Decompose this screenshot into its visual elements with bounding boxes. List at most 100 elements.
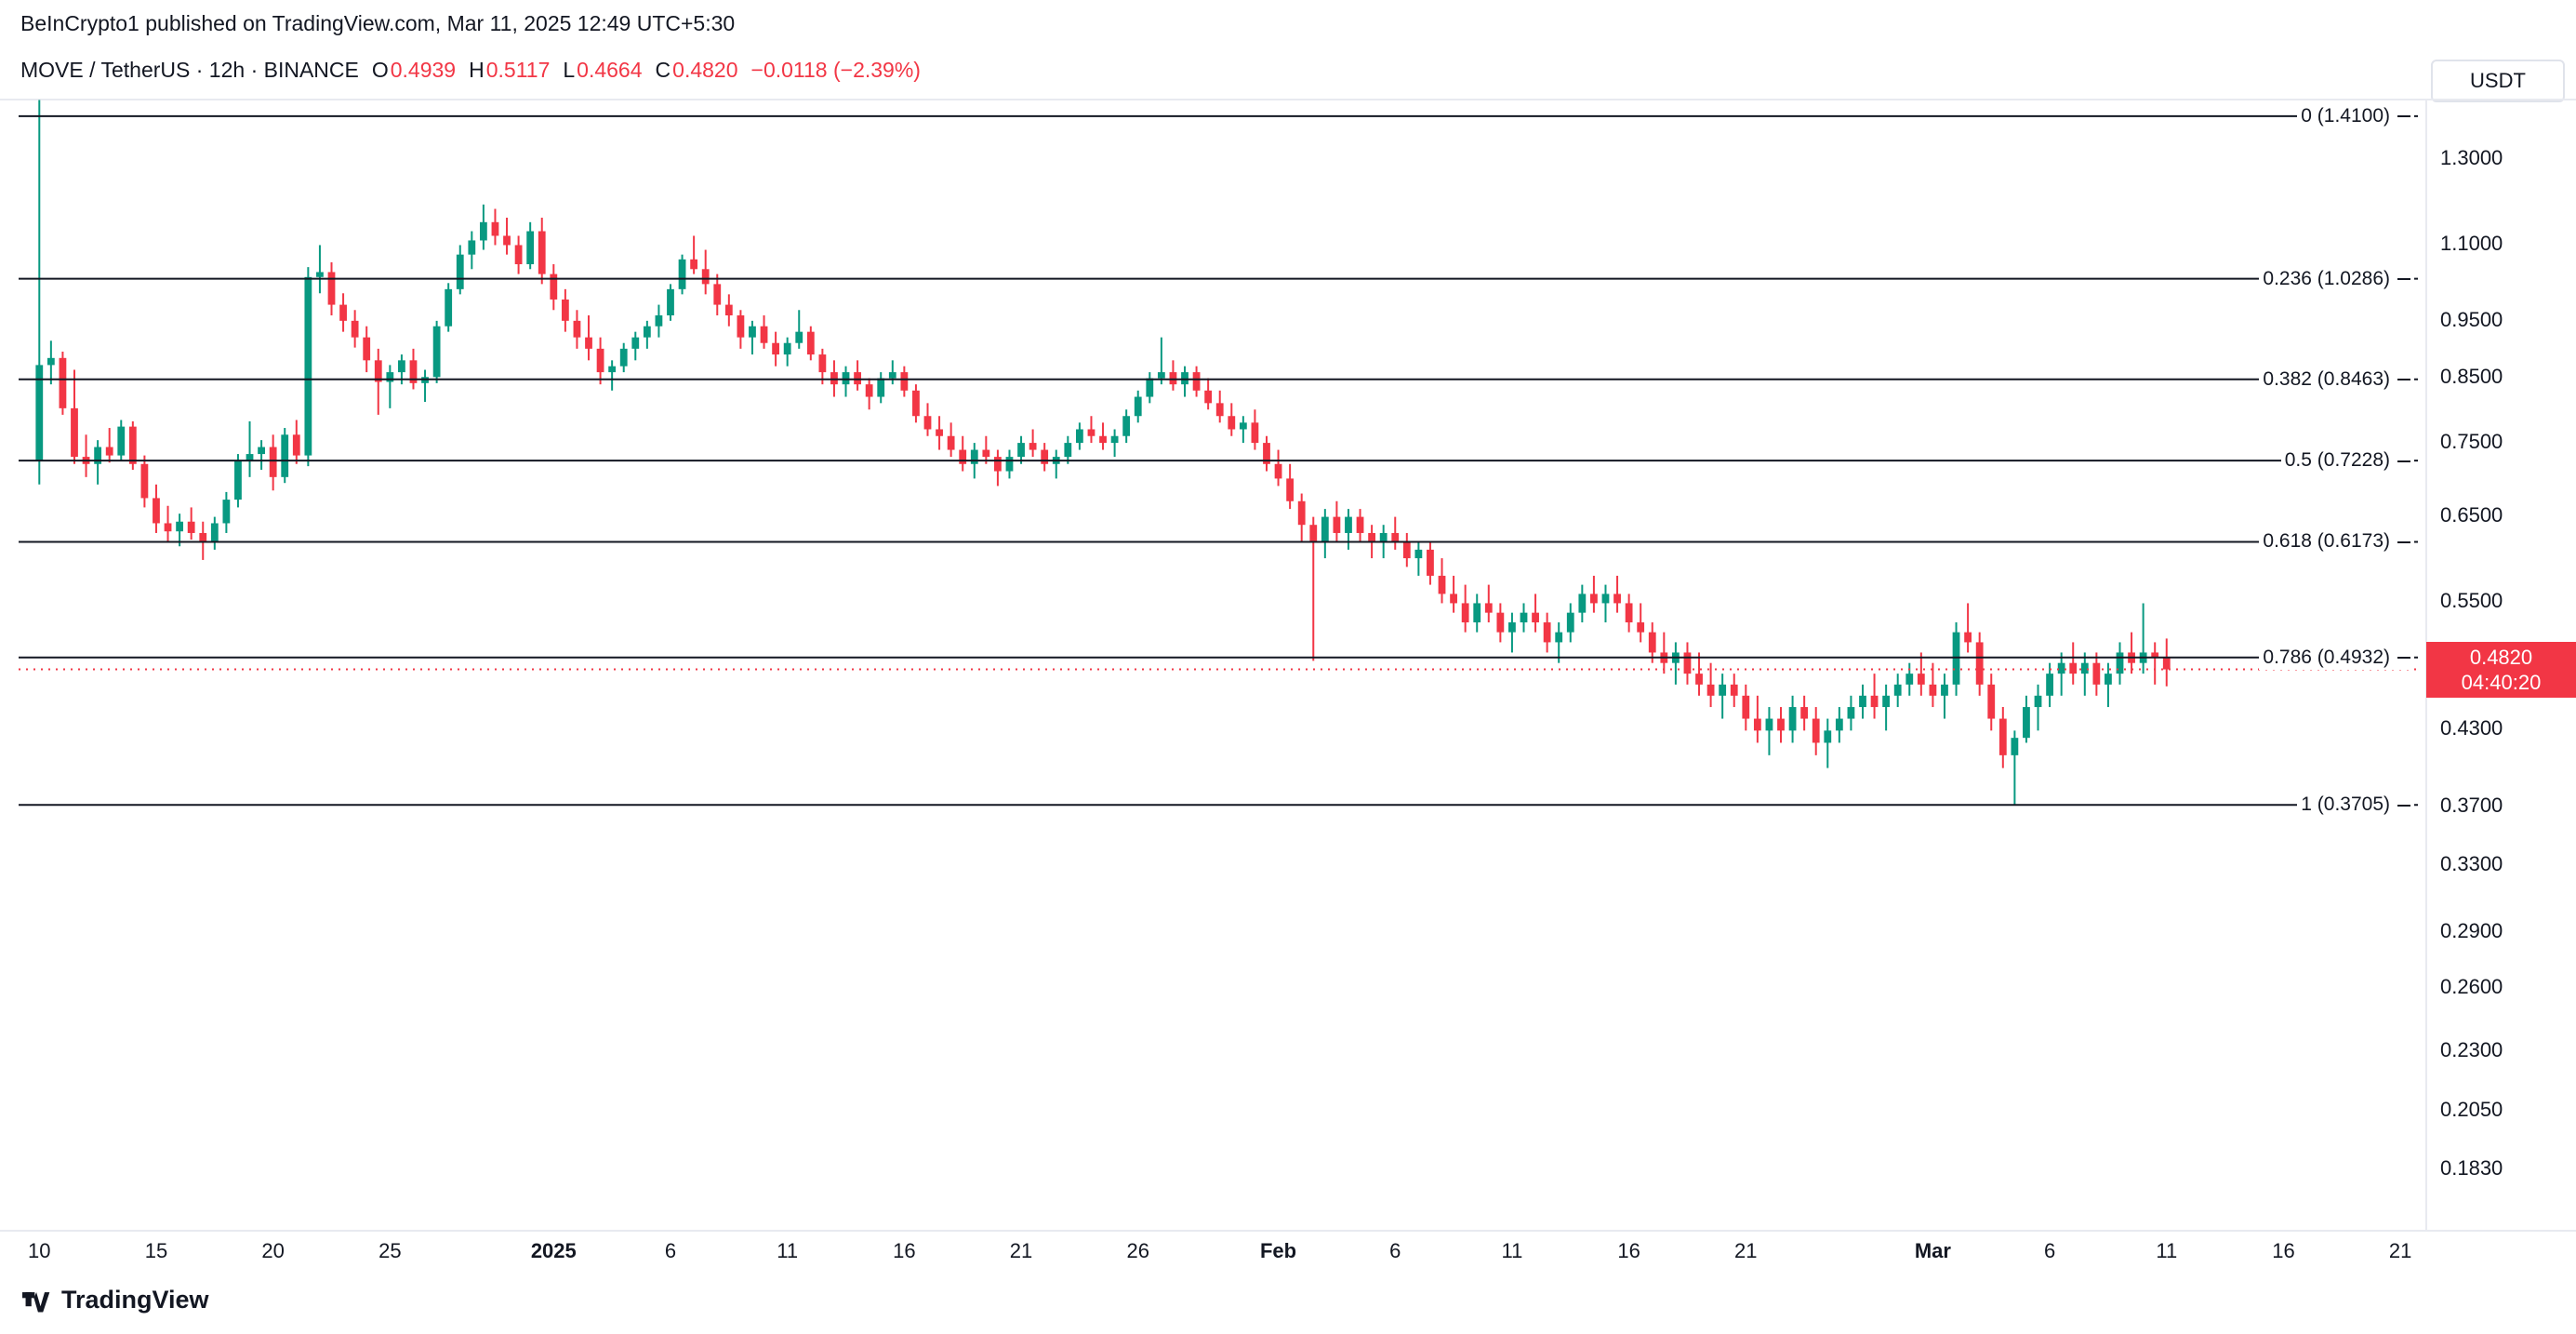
candle-body (573, 320, 581, 338)
candle-body (1438, 575, 1446, 594)
chart-legend[interactable]: MOVE / TetherUS · 12h · BINANCE O 0.4939… (20, 58, 921, 83)
candle-body (1122, 416, 1131, 436)
candle-body (1239, 422, 1247, 430)
time-tick-label: 26 (1126, 1239, 1149, 1262)
fib-level-label: 0.236 (1.0286) (2259, 266, 2414, 291)
candle-body (1379, 532, 1388, 541)
candle-body (199, 532, 207, 541)
candle-body (643, 326, 651, 338)
candle-body (1929, 684, 1937, 696)
candle-body (1321, 516, 1329, 541)
fib-level-label: 0.5 (0.7228) (2280, 448, 2414, 474)
attribution-text: BeInCrypto1 published on TradingView.com… (20, 11, 736, 35)
fib-level-label: 0.618 (0.6173) (2259, 529, 2414, 554)
price-tick-label: 0.1830 (2440, 1155, 2503, 1180)
top-divider (0, 99, 2576, 100)
price-tick-label: 1.1000 (2440, 232, 2503, 256)
current-price-label: 0.4820 04:40:20 (2426, 641, 2576, 698)
tradingview-footer[interactable]: TradingView (22, 1286, 209, 1314)
candle-body (724, 304, 733, 316)
time-tick-label: 16 (2272, 1239, 2295, 1262)
price-tick-label: 0.8500 (2440, 365, 2503, 389)
currency-unit-button[interactable]: USDT (2431, 60, 2565, 102)
candle-body (561, 299, 569, 321)
candle-body (1309, 525, 1318, 541)
candle-body (1905, 674, 1914, 685)
candle-body (1228, 416, 1236, 430)
candle-body (1975, 642, 1984, 685)
candle-body (339, 304, 347, 321)
candle-body (164, 523, 172, 532)
candle-body (667, 288, 674, 316)
candle-body (1566, 612, 1574, 633)
candle-body (1215, 403, 1224, 417)
candle-body (2116, 652, 2124, 674)
candle-body (1637, 622, 1645, 633)
candle-body (1683, 652, 1692, 674)
candle-body (1555, 632, 1563, 643)
price-tick-label: 0.3300 (2440, 852, 2503, 876)
candle-body (153, 498, 160, 524)
candle-body (1110, 435, 1119, 444)
candle-body (1870, 695, 1879, 708)
candle-body (655, 315, 663, 327)
candle-body (105, 447, 113, 456)
candle-body (468, 240, 476, 255)
candle-body (1601, 594, 1610, 604)
price-tick-label: 0.5500 (2440, 589, 2503, 613)
candle-body (1613, 594, 1621, 604)
candle-body (1695, 674, 1703, 685)
ohlc-high: H 0.5117 (469, 58, 551, 82)
candle-body (701, 269, 710, 285)
candle-body (234, 460, 242, 500)
candle-body (1286, 478, 1295, 501)
candle-body (526, 231, 535, 265)
price-tick-label: 0.2300 (2440, 1038, 2503, 1062)
candle-body (631, 337, 640, 349)
candle-body (1414, 549, 1423, 559)
candle-body (1532, 612, 1539, 623)
candle-body (818, 354, 827, 373)
candle-body (1484, 603, 1493, 613)
candle-body (1964, 632, 1972, 643)
candle-body (2162, 657, 2171, 670)
candle-body (1893, 684, 1902, 696)
candle-body (386, 372, 394, 382)
candle-body (327, 272, 336, 305)
candle-body (176, 521, 184, 532)
candle-body (1625, 603, 1633, 623)
candle-body (783, 342, 791, 355)
candle-body (538, 231, 546, 274)
time-tick-label: 21 (1734, 1239, 1758, 1262)
candle-body (865, 384, 873, 397)
price-tick-label: 0.2900 (2440, 918, 2503, 942)
candle-body (1029, 443, 1037, 450)
candle-body (1461, 603, 1469, 623)
candle-body (1251, 422, 1259, 444)
candle-body (1473, 603, 1481, 623)
price-tick-label: 0.3700 (2440, 794, 2503, 817)
candle-body (830, 372, 838, 385)
candle-body (374, 360, 382, 382)
candle-body (1017, 443, 1025, 458)
candle-body (1941, 684, 1948, 696)
candle-body (772, 342, 780, 355)
candle-body (1882, 695, 1891, 708)
candle-body (1753, 718, 1761, 731)
symbol-title: MOVE / TetherUS · 12h · BINANCE (20, 58, 359, 82)
candle-body (854, 372, 861, 385)
candle-body (713, 284, 722, 305)
tradingview-wordmark: TradingView (61, 1286, 209, 1314)
candle-body (2046, 674, 2053, 696)
candle-body (1204, 390, 1213, 404)
ohlc-low: L 0.4664 (563, 58, 643, 82)
current-price-value: 0.4820 (2469, 645, 2533, 669)
candle-body (1543, 622, 1551, 643)
candle-body (1578, 594, 1587, 613)
candle-body (445, 288, 453, 327)
candle-body (1169, 372, 1177, 385)
time-tick-label: 6 (2043, 1239, 2056, 1262)
candle-body (1450, 594, 1457, 604)
